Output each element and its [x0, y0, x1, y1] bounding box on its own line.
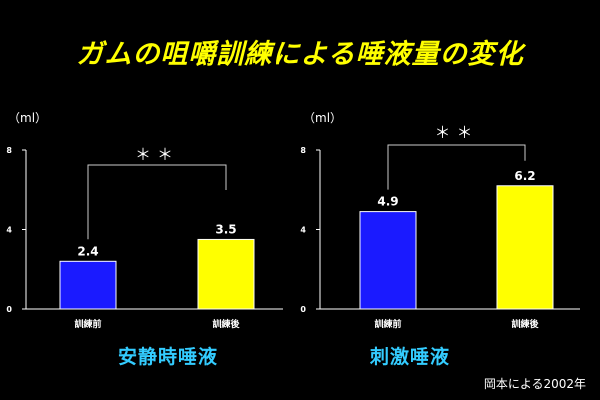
bar-value-label: 3.5	[215, 222, 236, 236]
y-tick-label: 0	[300, 305, 306, 314]
bar-after	[197, 238, 255, 310]
category-label: 訓練前	[374, 318, 401, 330]
significance-bracket	[387, 144, 526, 190]
bar-before	[59, 260, 117, 310]
significance-marker: ＊＊	[434, 123, 478, 142]
y-tick-label: 4	[6, 226, 12, 235]
category-label: 訓練後	[511, 318, 539, 330]
y-tick-label: 8	[6, 146, 12, 155]
y-unit-label: （ml）	[303, 111, 342, 125]
significance-marker: ＊＊	[135, 145, 179, 164]
y-tick-label: 4	[300, 226, 306, 235]
bar-before	[359, 211, 417, 310]
bar-value-label: 4.9	[377, 195, 398, 209]
bar-value-label: 2.4	[77, 244, 98, 258]
category-label: 訓練後	[212, 318, 240, 330]
y-tick-label: 0	[6, 305, 12, 314]
citation: 岡本による2002年	[483, 377, 586, 391]
y-tick-label: 8	[300, 146, 306, 155]
y-unit-label: （ml）	[8, 111, 47, 125]
category-label: 訓練前	[74, 318, 101, 330]
chart-title-stimulated: 刺激唾液	[370, 346, 451, 368]
bar-value-label: 6.2	[514, 169, 535, 183]
chart-title-resting: 安静時唾液	[118, 346, 219, 368]
page-title: ガムの咀嚼訓練による唾液量の変化	[76, 39, 524, 70]
bar-after	[496, 185, 554, 310]
significance-bracket	[87, 164, 227, 240]
